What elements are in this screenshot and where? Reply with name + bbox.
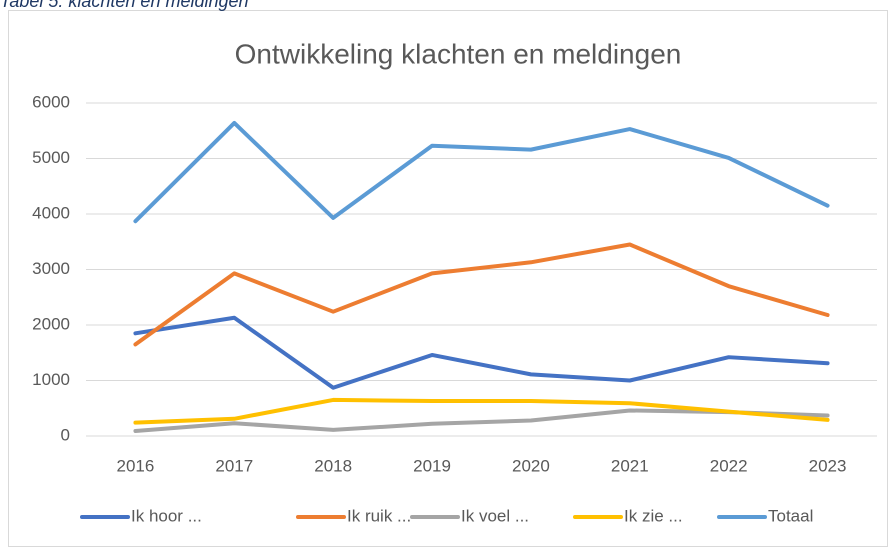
series-line <box>133 120 830 224</box>
legend-label: Ik hoor ... <box>131 506 202 525</box>
y-tick-label: 2000 <box>32 314 70 333</box>
y-tick-label: 1000 <box>32 370 70 389</box>
x-tick-label: 2018 <box>314 456 352 475</box>
series-line <box>133 397 830 425</box>
x-tick-label: 2016 <box>117 456 155 475</box>
y-tick-label: 5000 <box>32 148 70 167</box>
x-tick-label: 2021 <box>611 456 649 475</box>
legend-label: Ik ruik ... <box>347 506 411 525</box>
chart-frame <box>8 10 888 547</box>
series-line <box>133 315 830 390</box>
legend-label: Ik voel ... <box>461 506 529 525</box>
x-tick-label: 2022 <box>710 456 748 475</box>
y-tick-label: 0 <box>61 425 70 444</box>
series-line <box>133 242 830 347</box>
y-tick-label: 3000 <box>32 259 70 278</box>
chart-title: Ontwikkeling klachten en meldingen <box>235 38 682 69</box>
legend-label: Ik zie ... <box>624 506 683 525</box>
legend-label: Totaal <box>768 506 813 525</box>
x-tick-label: 2020 <box>512 456 550 475</box>
x-tick-label: 2023 <box>809 456 847 475</box>
x-tick-label: 2019 <box>413 456 451 475</box>
y-tick-label: 6000 <box>32 92 70 111</box>
caption: Tabel 5: klachten en meldingen <box>0 0 249 11</box>
y-tick-label: 4000 <box>32 203 70 222</box>
x-tick-label: 2017 <box>215 456 253 475</box>
